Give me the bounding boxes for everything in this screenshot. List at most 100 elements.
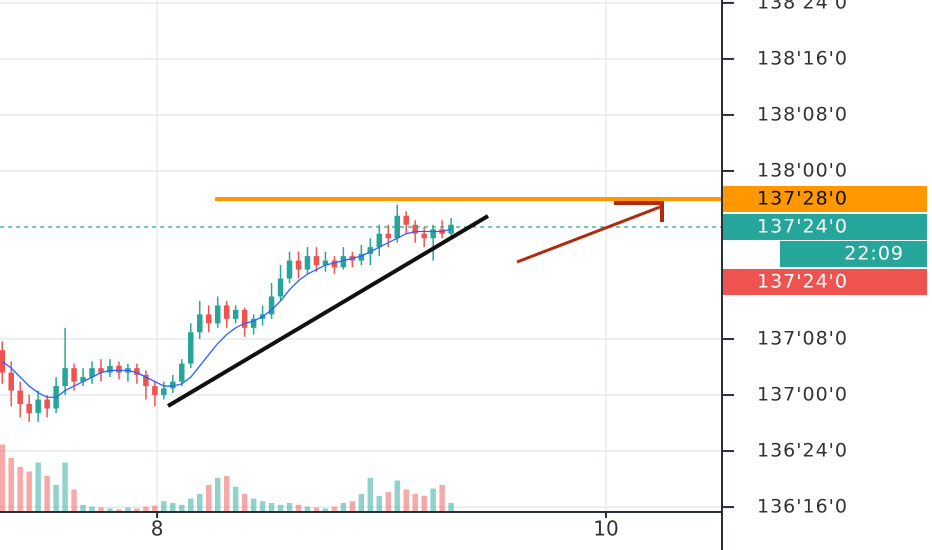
candle-body <box>358 253 365 261</box>
volume-bar <box>259 501 266 512</box>
candle-body <box>26 403 32 413</box>
candle-body <box>107 365 113 373</box>
candle-body <box>430 229 436 239</box>
candle-body <box>134 368 140 375</box>
volume-bar <box>439 485 445 512</box>
volume-bar <box>98 507 104 512</box>
volume-bar <box>179 504 185 512</box>
candle-body <box>98 368 104 373</box>
volume-bar <box>313 507 320 512</box>
candle-body <box>170 381 176 389</box>
y-tick-label: 137'00'0 <box>757 384 848 406</box>
price-label-box <box>723 213 927 240</box>
candle-body <box>62 368 68 387</box>
candle-body <box>205 314 212 324</box>
volume-bar <box>403 489 409 512</box>
candle-body <box>188 332 194 364</box>
volume-bar <box>223 476 230 512</box>
x-tick-label: 8 <box>151 517 164 541</box>
volume-bar <box>376 495 383 512</box>
candle-body <box>403 215 409 225</box>
candle-body <box>8 372 14 391</box>
volume-bar <box>71 489 77 512</box>
volume-bar <box>17 467 23 512</box>
price-label: 137'28'0 <box>757 187 848 209</box>
candle-body <box>340 256 347 268</box>
volume-bar <box>35 462 41 512</box>
candle-body <box>214 305 221 324</box>
volume-bar <box>331 506 338 512</box>
candle-body <box>412 224 418 234</box>
volume-bar <box>412 494 418 512</box>
volume-bar <box>394 480 400 512</box>
candle-body <box>367 247 374 254</box>
volume-bar <box>80 504 86 512</box>
y-tick-label: 137'08'0 <box>757 328 848 350</box>
candle-body <box>286 260 293 279</box>
volume-bar <box>152 505 158 512</box>
candle-body <box>394 215 400 239</box>
candle-body <box>44 399 50 409</box>
volume-bar <box>44 476 50 512</box>
volume-bar <box>196 494 203 512</box>
countdown-box <box>780 240 927 267</box>
volume-bar <box>170 503 176 512</box>
volume-bar <box>232 486 239 512</box>
candle-body <box>421 233 427 239</box>
y-tick-label: 138'16'0 <box>757 47 848 69</box>
candle-body <box>71 368 77 382</box>
candle-body <box>232 309 239 319</box>
y-tick-label: 136'24'0 <box>757 440 848 462</box>
arrow-head <box>614 201 664 222</box>
candle-body <box>313 256 320 266</box>
volume-bar <box>322 508 329 512</box>
volume-bar <box>26 471 32 512</box>
time-axis-bg <box>0 512 722 550</box>
volume-bar <box>161 501 167 512</box>
volume-bar <box>448 503 454 512</box>
y-tick-label: 138'00'0 <box>757 159 848 181</box>
candle-body <box>295 260 302 270</box>
candle-body <box>223 305 230 319</box>
volume-bar <box>0 444 5 512</box>
volume-bar <box>304 506 311 512</box>
candle-body <box>304 256 311 270</box>
x-tick-label: 10 <box>593 517 618 541</box>
candle-body <box>80 377 86 382</box>
volume-bar <box>53 485 59 512</box>
candle-body <box>161 388 167 396</box>
volume-bar <box>241 494 248 512</box>
volume-bar <box>430 488 436 512</box>
price-label-box <box>723 268 927 295</box>
volume-bar <box>89 506 95 512</box>
volume-bar <box>214 477 221 512</box>
volume-bar <box>134 508 140 512</box>
volume-bar <box>358 494 365 512</box>
arrow <box>516 205 661 264</box>
candle-body <box>116 365 122 373</box>
candle-body <box>241 309 248 328</box>
volume-bar <box>340 503 347 512</box>
volume-bar <box>8 458 14 512</box>
volume-bar <box>107 508 113 512</box>
candle-body <box>196 314 203 333</box>
candle-body <box>385 233 392 239</box>
volume-bar <box>188 498 194 512</box>
volume-bar <box>277 504 284 512</box>
volume-bar <box>385 492 392 512</box>
volume-bar <box>143 506 149 512</box>
candle-body <box>322 260 329 266</box>
volume-bar <box>295 504 302 512</box>
volume-bar <box>367 477 374 512</box>
price-label: 137'24'0 <box>757 270 848 292</box>
moving-average <box>1 228 452 398</box>
y-tick-label: 138'24'0 <box>757 0 848 13</box>
candle-body <box>17 390 23 404</box>
trend-line <box>166 214 490 408</box>
volume-bar <box>116 509 122 512</box>
price-label: 137'24'0 <box>757 215 848 237</box>
volume-bar <box>268 503 275 512</box>
volume-bar <box>125 507 131 512</box>
candle-body <box>143 374 149 387</box>
